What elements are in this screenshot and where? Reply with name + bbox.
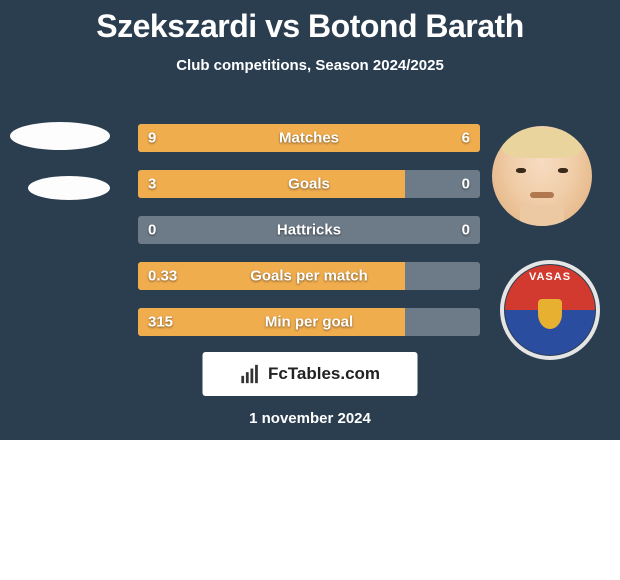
stat-label: Goals (138, 176, 480, 193)
snapshot-date: 1 november 2024 (0, 410, 620, 427)
comparison-title: Szekszardi vs Botond Barath (0, 0, 620, 45)
brand-text: FcTables.com (268, 364, 380, 384)
comparison-subtitle: Club competitions, Season 2024/2025 (0, 57, 620, 74)
stat-row: 96Matches (138, 124, 480, 152)
stat-row: 0.33Goals per match (138, 262, 480, 290)
brand-attribution: FcTables.com (203, 352, 418, 396)
stat-label: Min per goal (138, 314, 480, 331)
club-badge: VASAS (500, 260, 600, 360)
player-left-avatar (8, 108, 113, 213)
stat-label: Matches (138, 130, 480, 147)
stat-row: 00Hattricks (138, 216, 480, 244)
stat-row: 30Goals (138, 170, 480, 198)
stats-bars: 96Matches 30Goals 00Hattricks 0.33Goals per… (138, 124, 480, 354)
stat-label: Hattricks (138, 222, 480, 239)
club-badge-text: VASAS (505, 271, 595, 283)
bar-chart-icon (240, 363, 262, 385)
stat-label: Goals per match (138, 268, 480, 285)
stat-row: 315Min per goal (138, 308, 480, 336)
blank-area (0, 440, 620, 580)
player-right-avatar (492, 126, 592, 226)
comparison-panel: Szekszardi vs Botond Barath Club competi… (0, 0, 620, 440)
